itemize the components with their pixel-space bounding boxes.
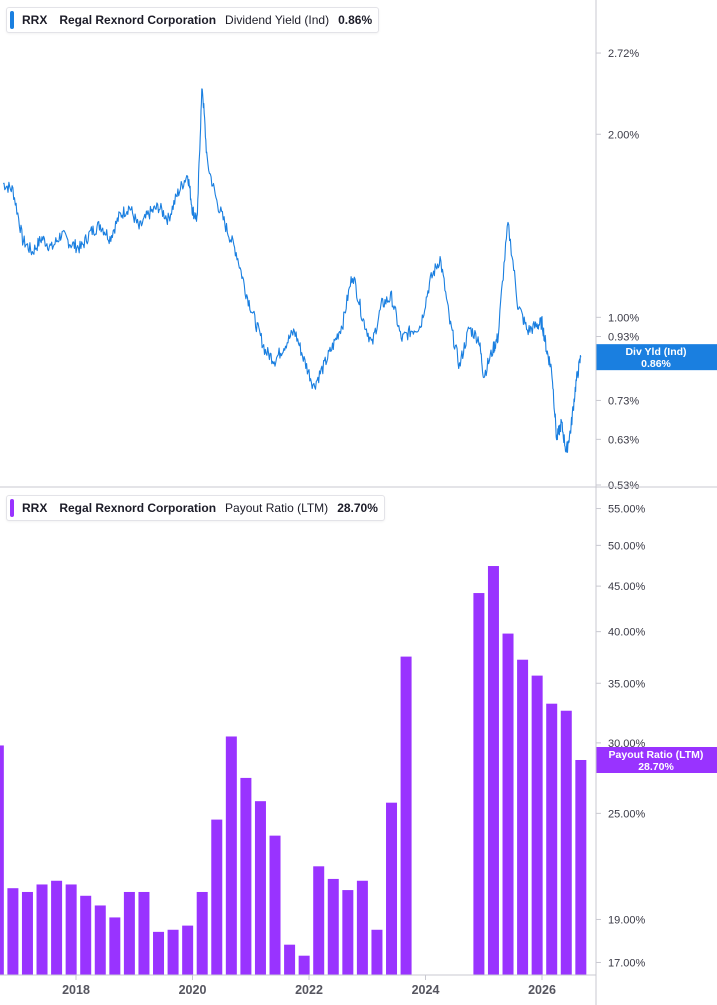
yield-legend-company: Regal Rexnord Corporation <box>59 13 217 27</box>
yield-tag-value: 0.86% <box>641 358 671 370</box>
yield-legend-value: 0.86% <box>338 13 373 27</box>
yield-tag-label: Div Yld (Ind) <box>625 346 686 358</box>
yield-y-tick-label: 2.72% <box>608 48 639 60</box>
payout-panel: 55.00% 50.00% 45.00% 40.00% 35.00% 30.00% 25.0… <box>0 504 717 975</box>
payout-legend-company: Regal Rexnord Corporation <box>59 501 217 515</box>
payout-bar <box>21 891 33 975</box>
payout-bar <box>502 633 514 975</box>
payout-y-tick-label: 40.00% <box>608 627 646 639</box>
payout-bar <box>284 944 296 975</box>
yield-legend: RRX Regal Rexnord Corporation Dividend Y… <box>6 7 380 33</box>
payout-bar <box>254 801 266 975</box>
payout-legend-swatch <box>10 499 14 517</box>
payout-last-value-tag <box>596 746 717 773</box>
payout-legend: RRX Regal Rexnord Corporation Payout Rat… <box>6 495 385 521</box>
payout-legend-metric: Payout Ratio (LTM) <box>225 501 329 515</box>
payout-bar <box>371 929 383 975</box>
payout-bar <box>575 759 587 975</box>
yield-legend-ticker: RRX <box>22 13 48 27</box>
payout-bar <box>356 880 368 975</box>
payout-tag-label: Payout Ratio (LTM) <box>609 749 704 761</box>
payout-bar <box>473 593 485 975</box>
payout-legend-ticker: RRX <box>22 501 48 515</box>
payout-bar <box>531 675 543 975</box>
dividend-yield-line <box>2 88 582 453</box>
payout-bar <box>196 891 208 975</box>
yield-legend-swatch <box>10 11 14 29</box>
payout-bar <box>400 656 412 975</box>
payout-legend-value: 28.70% <box>337 501 378 515</box>
yield-y-tick-label: 2.00% <box>608 129 639 141</box>
payout-bar <box>94 905 106 975</box>
payout-bar <box>51 880 63 975</box>
payout-bar <box>342 890 354 975</box>
payout-bar <box>138 891 150 975</box>
yield-y-tick-label: 0.93% <box>608 331 639 343</box>
payout-y-tick-label: 19.00% <box>608 914 646 926</box>
payout-bar <box>167 929 179 975</box>
payout-y-tick-label: 55.00% <box>608 504 646 516</box>
payout-y-tick-label: 30.00% <box>608 738 646 750</box>
x-tick-label: 2024 <box>412 983 440 997</box>
payout-bar <box>211 819 223 975</box>
payout-bar <box>65 884 77 975</box>
payout-bar <box>123 891 135 975</box>
payout-bar <box>269 835 281 975</box>
x-tick-label: 2018 <box>62 983 90 997</box>
payout-bar <box>109 917 121 975</box>
payout-y-tick-label: 25.00% <box>608 808 646 820</box>
payout-bar <box>7 888 19 975</box>
yield-y-tick-label: 0.53% <box>608 480 639 492</box>
payout-y-tick-label: 45.00% <box>608 581 646 593</box>
payout-y-tick-label: 50.00% <box>608 540 646 552</box>
payout-bar <box>0 745 4 975</box>
payout-bar <box>327 878 339 975</box>
payout-bar <box>560 710 572 975</box>
x-tick-label: 2026 <box>528 983 556 997</box>
payout-bar <box>240 777 252 975</box>
payout-bar <box>36 884 48 975</box>
payout-bar <box>80 895 92 975</box>
x-tick-label: 2020 <box>179 983 207 997</box>
yield-y-tick-label: 1.00% <box>608 312 639 324</box>
yield-legend-metric: Dividend Yield (Ind) <box>225 13 330 27</box>
payout-y-tick-label: 17.00% <box>608 957 646 969</box>
payout-bar <box>487 566 499 975</box>
payout-bar <box>225 736 237 975</box>
payout-bar <box>546 703 558 975</box>
yield-y-tick-label: 0.73% <box>608 395 639 407</box>
payout-bar <box>298 955 310 975</box>
payout-bar <box>153 931 165 975</box>
yield-panel: 2.72% 2.00% 1.00% 0.93% 0.73% 0.63% 0.53% Div Y… <box>2 48 717 492</box>
payout-y-tick-label: 35.00% <box>608 678 646 690</box>
yield-y-tick-label: 0.63% <box>608 434 639 446</box>
yield-last-value-tag <box>596 344 717 371</box>
payout-bar <box>182 925 194 975</box>
payout-tag-value: 28.70% <box>638 761 674 773</box>
payout-bar <box>517 659 529 975</box>
payout-bar <box>386 802 398 975</box>
x-tick-label: 2022 <box>295 983 323 997</box>
payout-bar <box>313 866 325 975</box>
